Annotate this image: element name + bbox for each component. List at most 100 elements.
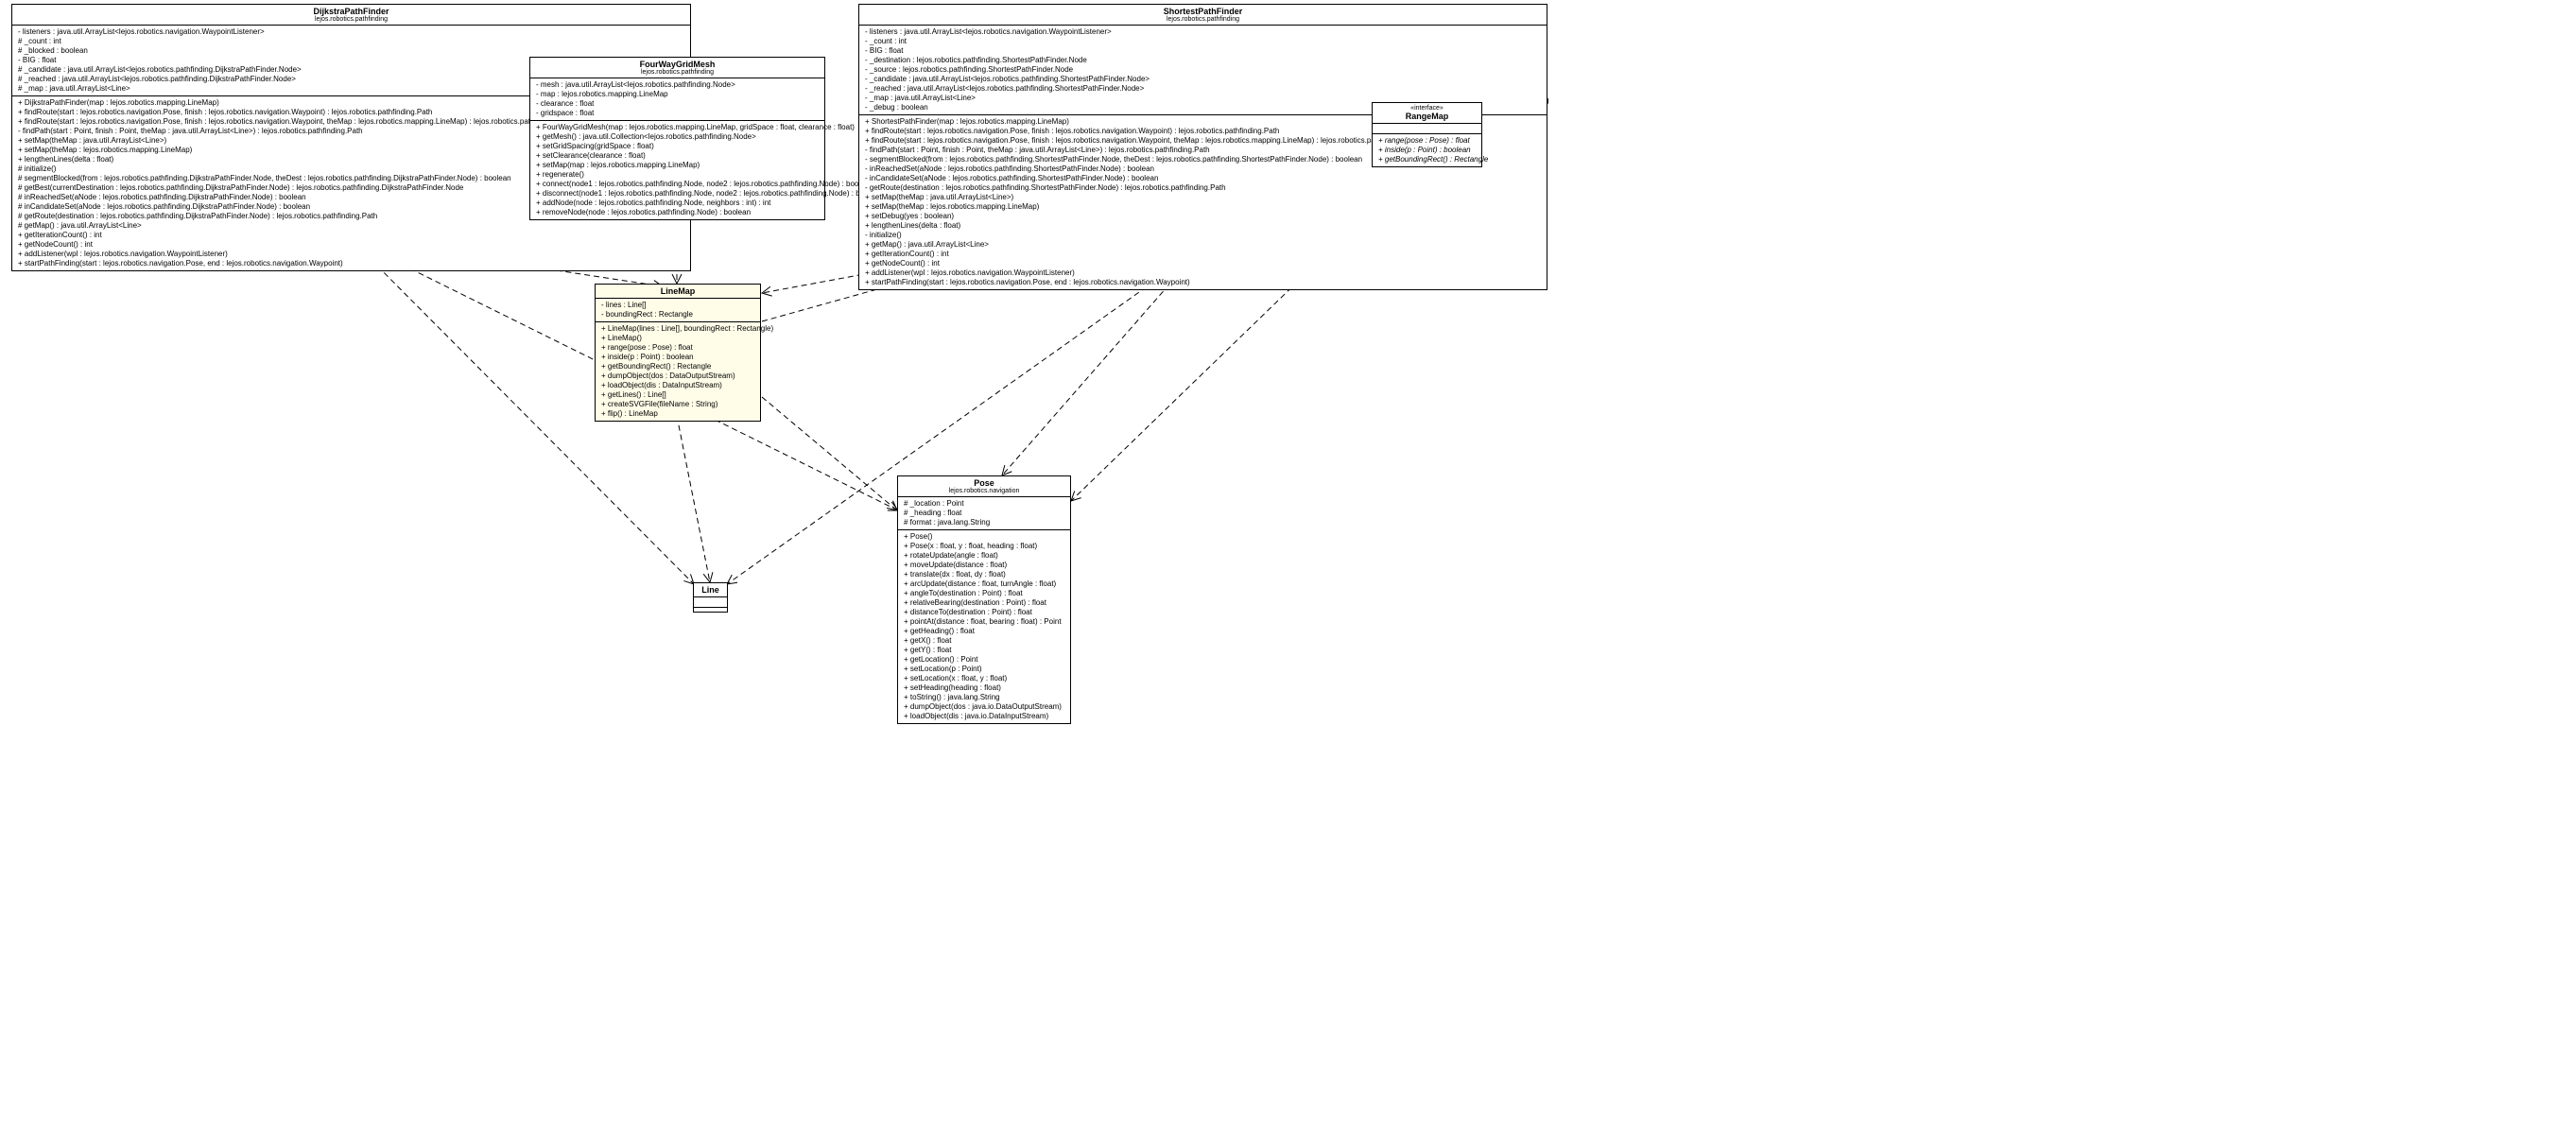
attributes: # _location : Point# _heading : float# f… <box>898 497 1070 530</box>
method-row: + getBoundingRect() : Rectangle <box>601 362 754 371</box>
method-row: + setGridSpacing(gridSpace : float) <box>536 142 819 151</box>
method-row: # getMap() : java.util.ArrayList<Line> <box>18 221 684 231</box>
method-row: + getHeading() : float <box>904 627 1064 636</box>
attribute-row: # _blocked : boolean <box>18 46 684 56</box>
attribute-row: # _heading : float <box>904 509 1064 518</box>
class-package: lejos.robotics.pathfinding <box>18 16 684 23</box>
method-row: - inCandidateSet(aNode : lejos.robotics.… <box>865 174 1541 183</box>
method-row: + range(pose : Pose) : float <box>1378 136 1476 146</box>
attribute-row: - gridspace : float <box>536 109 819 118</box>
class-name: RangeMap <box>1378 112 1476 121</box>
method-row: + pointAt(distance : float, bearing : fl… <box>904 617 1064 627</box>
method-row: + flip() : LineMap <box>601 409 754 419</box>
method-row: + Pose() <box>904 532 1064 542</box>
method-row: + setLocation(x : float, y : float) <box>904 674 1064 683</box>
method-row: + disconnect(node1 : lejos.robotics.path… <box>536 189 819 199</box>
method-row: + setDebug(yes : boolean) <box>865 212 1541 221</box>
method-row: + rotateUpdate(angle : float) <box>904 551 1064 561</box>
method-row: - getRoute(destination : lejos.robotics.… <box>865 183 1541 193</box>
attribute-row: - lines : Line[] <box>601 301 754 310</box>
method-row: + getY() : float <box>904 646 1064 655</box>
method-row: + getIterationCount() : int <box>18 231 684 240</box>
attributes: - lines : Line[]- boundingRect : Rectang… <box>596 299 760 322</box>
attribute-row: - mesh : java.util.ArrayList<lejos.robot… <box>536 80 819 90</box>
method-row: + translate(dx : float, dy : float) <box>904 570 1064 579</box>
method-row: + getNodeCount() : int <box>865 259 1541 268</box>
method-row: + distanceTo(destination : Point) : floa… <box>904 608 1064 617</box>
attribute-row: - map : lejos.robotics.mapping.LineMap <box>536 90 819 99</box>
method-row: + Pose(x : float, y : float, heading : f… <box>904 542 1064 551</box>
method-row: + relativeBearing(destination : Point) :… <box>904 598 1064 608</box>
methods: + FourWayGridMesh(map : lejos.robotics.m… <box>530 121 824 219</box>
methods: + range(pose : Pose) : float+ inside(p :… <box>1373 134 1481 166</box>
method-row: + setHeading(heading : float) <box>904 683 1064 693</box>
attribute-row: # format : java.lang.String <box>904 518 1064 527</box>
method-row: + dumpObject(dos : DataOutputStream) <box>601 371 754 381</box>
class-package: lejos.robotics.pathfinding <box>865 16 1541 23</box>
attribute-row: - _destination : lejos.robotics.pathfind… <box>865 56 1541 65</box>
stereotype: «interface» <box>1378 105 1476 112</box>
class-name: FourWayGridMesh <box>536 60 819 69</box>
method-row: + removeNode(node : lejos.robotics.pathf… <box>536 208 819 217</box>
class-linemap: LineMap - lines : Line[]- boundingRect : … <box>595 284 761 422</box>
method-row: + range(pose : Pose) : float <box>601 343 754 353</box>
attribute-row: # _location : Point <box>904 499 1064 509</box>
edge-linemap-line <box>677 416 710 582</box>
method-row: + FourWayGridMesh(map : lejos.robotics.m… <box>536 123 819 132</box>
class-line: Line <box>693 582 728 613</box>
attribute-row: - BIG : float <box>865 46 1541 56</box>
methods: + Pose()+ Pose(x : float, y : float, hea… <box>898 530 1070 723</box>
method-row: + createSVGFile(fileName : String) <box>601 400 754 409</box>
method-row: + getLines() : Line[] <box>601 390 754 400</box>
attribute-row: - clearance : float <box>536 99 819 109</box>
attribute-row: - listeners : java.util.ArrayList<lejos.… <box>865 27 1541 37</box>
class-package: lejos.robotics.pathfinding <box>536 69 819 76</box>
method-row: + getNodeCount() : int <box>18 240 684 250</box>
method-row: + moveUpdate(distance : float) <box>904 561 1064 570</box>
attribute-row: # _count : int <box>18 37 684 46</box>
method-row: + inside(p : Point) : boolean <box>1378 146 1476 155</box>
method-row: + lengthenLines(delta : float) <box>865 221 1541 231</box>
method-row: + getMesh() : java.util.Collection<lejos… <box>536 132 819 142</box>
attributes <box>694 597 727 608</box>
method-row: + startPathFinding(start : lejos.robotic… <box>865 278 1541 287</box>
method-row: + setClearance(clearance : float) <box>536 151 819 161</box>
edge-linemap-pose <box>762 397 897 510</box>
method-row: + arcUpdate(distance : float, turnAngle … <box>904 579 1064 589</box>
method-row: + connect(node1 : lejos.robotics.pathfin… <box>536 180 819 189</box>
attribute-row: - _source : lejos.robotics.pathfinding.S… <box>865 65 1541 75</box>
attributes: - mesh : java.util.ArrayList<lejos.robot… <box>530 78 824 121</box>
method-row: + startPathFinding(start : lejos.robotic… <box>18 259 684 268</box>
method-row: + addListener(wpl : lejos.robotics.navig… <box>18 250 684 259</box>
attribute-row: - _count : int <box>865 37 1541 46</box>
method-row: + setMap(map : lejos.robotics.mapping.Li… <box>536 161 819 170</box>
method-row: + regenerate() <box>536 170 819 180</box>
method-row: + getLocation() : Point <box>904 655 1064 665</box>
attribute-row: - _reached : java.util.ArrayList<lejos.r… <box>865 84 1541 94</box>
attribute-row: - listeners : java.util.ArrayList<lejos.… <box>18 27 684 37</box>
method-row: + LineMap() <box>601 334 754 343</box>
method-row: + toString() : java.lang.String <box>904 693 1064 702</box>
method-row: + getBoundingRect() : Rectangle <box>1378 155 1476 164</box>
class-fourway: FourWayGridMeshlejos.robotics.pathfindin… <box>529 57 825 220</box>
method-row: + addNode(node : lejos.robotics.pathfind… <box>536 199 819 208</box>
class-package: lejos.robotics.navigation <box>904 488 1064 494</box>
methods <box>694 608 727 612</box>
method-row: + addListener(wpl : lejos.robotics.navig… <box>865 268 1541 278</box>
class-name: Line <box>700 585 721 595</box>
method-row: + dumpObject(dos : java.io.DataOutputStr… <box>904 702 1064 712</box>
method-row: + setMap(theMap : lejos.robotics.mapping… <box>865 202 1541 212</box>
class-pose: Poselejos.robotics.navigation# _location… <box>897 475 1071 724</box>
attribute-row: - _candidate : java.util.ArrayList<lejos… <box>865 75 1541 84</box>
method-row: - initialize() <box>865 231 1541 240</box>
method-row: + angleTo(destination : Point) : float <box>904 589 1064 598</box>
methods: + LineMap(lines : Line[], boundingRect :… <box>596 322 760 421</box>
class-name: ShortestPathFinder <box>865 7 1541 16</box>
method-row: + setMap(theMap : java.util.ArrayList<Li… <box>865 193 1541 202</box>
method-row: + getIterationCount() : int <box>865 250 1541 259</box>
method-row: + getMap() : java.util.ArrayList<Line> <box>865 240 1541 250</box>
attributes <box>1373 124 1481 134</box>
method-row: + setLocation(p : Point) <box>904 665 1064 674</box>
method-row: + loadObject(dis : DataInputStream) <box>601 381 754 390</box>
class-name: LineMap <box>601 286 754 296</box>
